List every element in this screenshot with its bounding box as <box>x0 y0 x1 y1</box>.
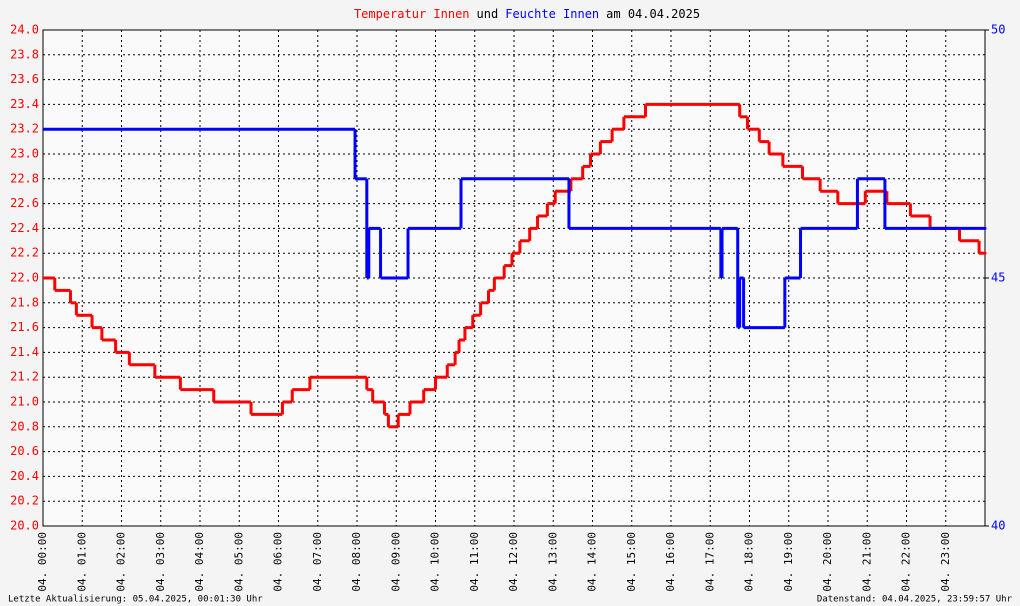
x-tick-label: 04. 03:00 <box>154 532 167 592</box>
y-tick-label: 23.8 <box>10 47 39 61</box>
title-part: Feuchte Innen <box>505 7 599 21</box>
y-tick-label: 22.6 <box>10 196 39 210</box>
x-tick-label: 04. 17:00 <box>703 532 716 592</box>
x-tick-label: 04. 11:00 <box>468 532 481 592</box>
y-tick-label: 23.2 <box>10 122 39 136</box>
footer-left: Letzte Aktualisierung: 05.04.2025, 00:01… <box>8 595 263 605</box>
x-tick-label: 04. 10:00 <box>429 532 442 592</box>
title-part: Temperatur Innen <box>354 7 470 21</box>
x-tick-label: 04. 14:00 <box>586 532 599 592</box>
y2-tick-label: 50 <box>991 23 1005 37</box>
y-tick-label: 23.0 <box>10 147 39 161</box>
x-tick-label: 04. 22:00 <box>900 532 913 592</box>
series-end <box>983 226 987 230</box>
y-tick-label: 22.4 <box>10 221 39 235</box>
x-tick-label: 04. 07:00 <box>311 532 324 592</box>
y-tick-label: 23.4 <box>10 97 39 111</box>
y-tick-label: 20.2 <box>10 494 39 508</box>
y-tick-label: 21.2 <box>10 370 39 384</box>
y-tick-label: 21.6 <box>10 320 39 334</box>
series-end <box>983 251 987 255</box>
x-tick-label: 04. 09:00 <box>389 532 402 592</box>
y-tick-label: 22.2 <box>10 246 39 260</box>
y-tick-label: 21.8 <box>10 295 39 309</box>
y-tick-label: 23.6 <box>10 72 39 86</box>
y-tick-label: 22.8 <box>10 171 39 185</box>
x-tick-label: 04. 13:00 <box>546 532 559 592</box>
x-tick-label: 04. 23:00 <box>939 532 952 592</box>
x-tick-label: 04. 02:00 <box>115 532 128 592</box>
title-part: am 04.04.2025 <box>606 7 700 21</box>
chart-title: Temperatur Innen und Feuchte Innen am 04.04… <box>354 7 700 21</box>
x-tick-label: 04. 08:00 <box>350 532 363 592</box>
y-tick-label: 22.0 <box>10 271 39 285</box>
x-tick-label: 04. 04:00 <box>193 532 206 592</box>
y2-tick-label: 40 <box>991 519 1005 533</box>
y-tick-label: 20.0 <box>10 519 39 533</box>
y-tick-label: 20.4 <box>10 469 39 483</box>
x-tick-label: 04. 12:00 <box>507 532 520 592</box>
x-tick-label: 04. 15:00 <box>625 532 638 592</box>
y2-tick-label: 45 <box>991 271 1005 285</box>
y-tick-label: 20.6 <box>10 444 39 458</box>
x-tick-label: 04. 06:00 <box>272 532 285 592</box>
title-part: und <box>477 7 499 21</box>
y-tick-label: 21.0 <box>10 395 39 409</box>
y-tick-label: 20.8 <box>10 419 39 433</box>
x-tick-label: 04. 19:00 <box>782 532 795 592</box>
x-tick-label: 04. 05:00 <box>232 532 245 592</box>
footer-right: Datenstand: 04.04.2025, 23:59:57 Uhr <box>817 595 1013 605</box>
x-tick-label: 04. 18:00 <box>743 532 756 592</box>
x-tick-label: 04. 21:00 <box>860 532 873 592</box>
x-tick-label: 04. 16:00 <box>664 532 677 592</box>
x-tick-label: 04. 20:00 <box>821 532 834 592</box>
x-tick-label: 04. 00:00 <box>36 532 49 592</box>
x-tick-label: 04. 01:00 <box>75 532 88 592</box>
y-tick-label: 21.4 <box>10 345 39 359</box>
y-tick-label: 24.0 <box>10 23 39 37</box>
